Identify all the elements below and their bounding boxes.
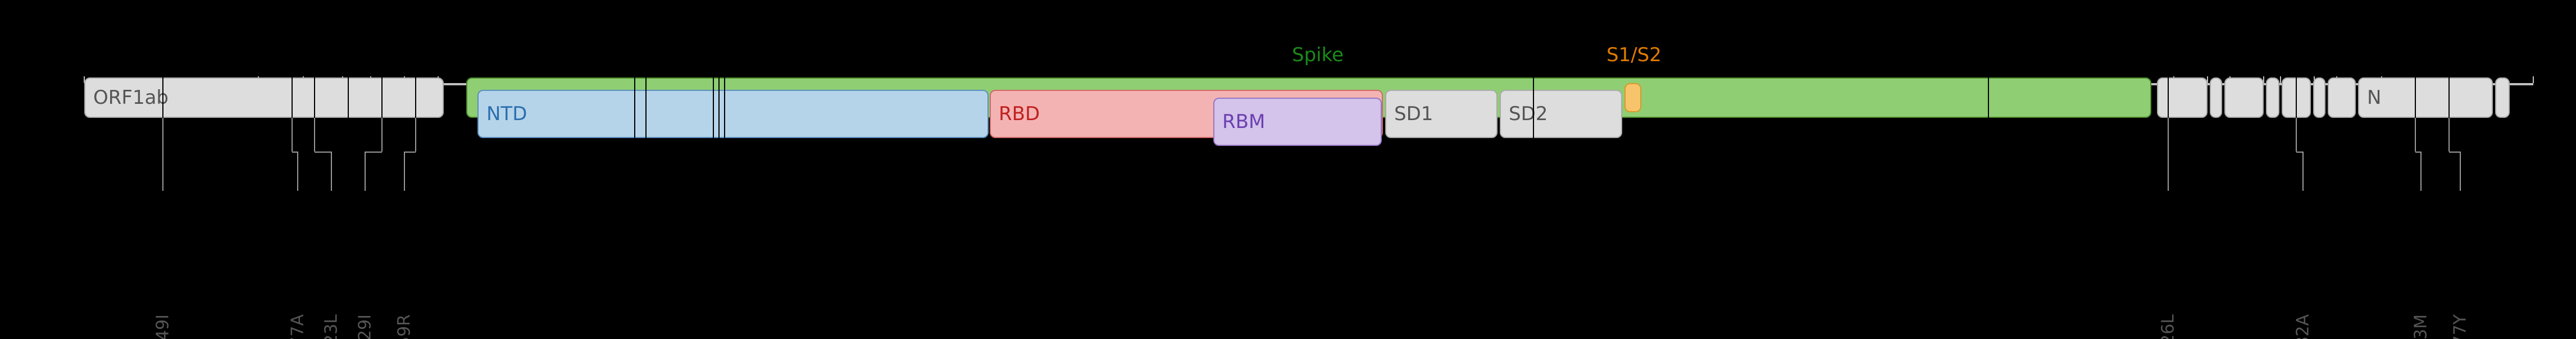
mutation-tick — [718, 77, 720, 138]
mutation-tick — [724, 77, 725, 138]
mutation-connector — [2449, 152, 2460, 153]
mutation-connector — [2415, 118, 2416, 152]
mutation-connector — [2420, 152, 2422, 191]
feature-m — [2224, 77, 2264, 118]
feature-label: SD1 — [1394, 103, 1433, 125]
mutation-label: RdRP:P323L — [322, 314, 342, 339]
diagram-stage: Spike S1/S2 ORF1ab NTD RBD RBM SD1 SD2 N PLpro… — [0, 0, 2576, 339]
feature-rbm: RBM — [1213, 98, 1382, 146]
mutation-connector — [2302, 152, 2304, 191]
axis-tick — [2533, 76, 2534, 83]
spike-label-text: Spike — [1292, 44, 1344, 66]
feature-ntd: NTD — [477, 90, 989, 138]
feature-label: ORF1ab — [93, 86, 169, 109]
mutation-label: nsp13:M429I — [356, 314, 375, 339]
feature-orf10 — [2495, 77, 2510, 118]
mutation-tick — [1533, 77, 1534, 138]
feature-label: NTD — [486, 103, 527, 125]
mutation-tick — [713, 77, 714, 138]
mutation-label: nsp15:K259R — [395, 314, 415, 339]
mutation-connector — [162, 118, 163, 152]
s1s2-label-text: S1/S2 — [1606, 44, 1662, 66]
spike-label: Spike — [1292, 44, 1344, 66]
feature-n: N — [2358, 77, 2493, 118]
mutation-connector — [2168, 152, 2169, 191]
mutation-tick — [634, 77, 635, 138]
feature-sd2: SD2 — [1500, 90, 1622, 138]
mutation-connector — [162, 152, 163, 191]
mutation-tick — [348, 77, 349, 138]
feature-label: RBM — [1222, 111, 1265, 133]
mutation-connector — [365, 152, 382, 153]
mutation-connector — [381, 118, 383, 152]
mutation-connector — [365, 152, 366, 191]
feature-orf8 — [2328, 77, 2356, 118]
mutation-label: N:R203M — [2411, 314, 2431, 339]
feature-label: N — [2367, 86, 2381, 109]
mutation-label: nsp6:T77A — [288, 314, 308, 339]
mutation-tick — [645, 77, 647, 138]
s1s2-label: S1/S2 — [1606, 44, 1662, 66]
mutation-connector — [314, 118, 315, 152]
mutation-connector — [2168, 118, 2169, 152]
mutation-connector — [2296, 118, 2297, 152]
mutation-connector — [315, 152, 331, 153]
feature-s1s2 — [1624, 83, 1641, 112]
feature-orf6 — [2266, 77, 2279, 118]
mutation-tick — [1988, 77, 1989, 138]
feature-e — [2210, 77, 2222, 118]
feature-sd1: SD1 — [1385, 90, 1498, 138]
mutation-label: ORF7a:V82A — [2293, 314, 2313, 339]
mutation-connector — [415, 118, 416, 152]
mutation-connector — [2460, 152, 2461, 191]
axis-tick — [2280, 76, 2281, 83]
mutation-connector — [292, 118, 293, 152]
mutation-label: N:377Y — [2451, 314, 2470, 339]
mutation-label: ORF3:S26L — [2159, 314, 2178, 339]
mutation-connector — [297, 152, 298, 191]
mutation-label: PLpro:T749I — [153, 314, 173, 339]
feature-label: RBD — [999, 103, 1040, 125]
feature-orf7b — [2313, 77, 2325, 118]
feature-label: SD2 — [1509, 103, 1548, 125]
feature-orf3a — [2157, 77, 2208, 118]
mutation-connector — [404, 152, 416, 153]
mutation-connector — [331, 152, 332, 191]
mutation-connector — [2448, 118, 2450, 152]
mutation-connector — [404, 152, 405, 191]
feature-orf1ab: ORF1ab — [84, 77, 444, 118]
